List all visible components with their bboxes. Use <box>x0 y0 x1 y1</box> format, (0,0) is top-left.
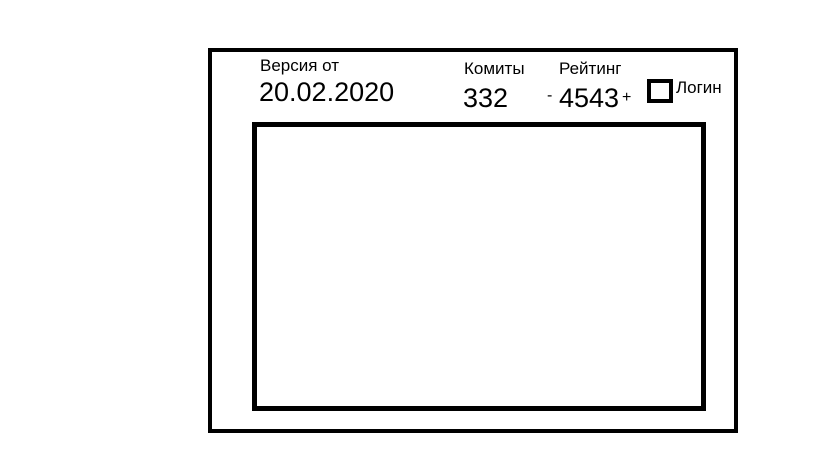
rating-value: 4543 <box>559 83 620 113</box>
app-window-frame <box>208 48 738 433</box>
commits-count: 332 <box>463 83 509 113</box>
login-label[interactable]: Логин <box>676 78 722 97</box>
rating-increment-button[interactable]: + <box>622 89 632 106</box>
commits-label: Комиты <box>464 59 525 78</box>
rating-label: Рейтинг <box>559 59 622 78</box>
version-label: Версия от <box>260 56 340 75</box>
main-content-area <box>252 122 706 411</box>
login-checkbox[interactable] <box>647 79 673 103</box>
version-date: 20.02.2020 <box>259 77 395 107</box>
rating-decrement-button[interactable]: - <box>547 87 553 104</box>
